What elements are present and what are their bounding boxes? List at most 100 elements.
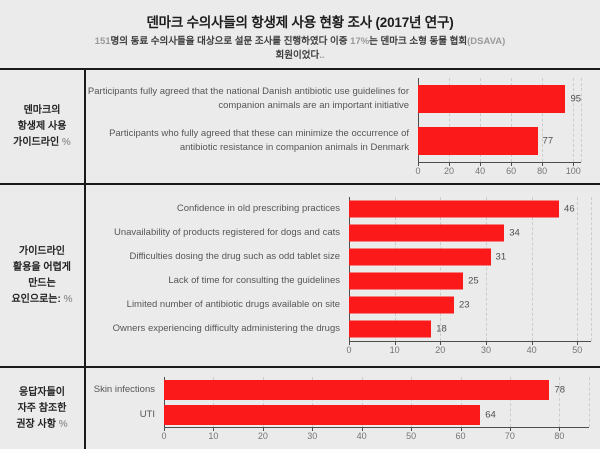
chart-row: Owners experiencing difficulty administe… <box>86 317 600 341</box>
bar-category-label: Difficulties dosing the drug such as odd… <box>129 251 340 263</box>
gridline <box>262 377 264 427</box>
axis-tick-mark <box>262 427 264 431</box>
section-side-label-line: 만드는 <box>28 277 56 289</box>
gridline <box>213 377 215 427</box>
bar-value-label: 34 <box>509 227 520 239</box>
axis-tick-mark <box>509 427 511 431</box>
axis-tick-label: 0 <box>161 431 167 441</box>
bar-category-label: Confidence in old prescribing practices <box>176 203 340 215</box>
section-side-label-line: 응답자들이 <box>19 386 65 398</box>
axis-tick-mark <box>511 162 513 166</box>
bar-category-label: Limited number of antibiotic drugs avail… <box>126 299 340 311</box>
bar-value-label: 64 <box>485 409 496 420</box>
section-side-label-line: 요인으로는: % <box>11 293 73 305</box>
gridline <box>480 78 482 162</box>
chart-row: UTI 64 <box>86 402 600 427</box>
axis-tick-mark <box>573 162 575 166</box>
axis-tick-mark <box>312 427 314 431</box>
section-side-label-line: 덴마크의 <box>23 104 61 116</box>
gridline <box>361 377 363 427</box>
gridline <box>581 78 582 162</box>
axis-tick-label: 30 <box>307 431 318 441</box>
bar-category-label: Unavailability of products registered fo… <box>113 227 340 239</box>
axis-tick-mark <box>164 427 165 431</box>
bar <box>349 272 464 290</box>
gridline <box>509 377 511 427</box>
gridline <box>312 377 314 427</box>
axis-tick-mark <box>349 341 350 345</box>
bar-chart: Participants fully agreed that the natio… <box>86 70 600 183</box>
bar-category-label: Lack of time for consulting the guidelin… <box>168 275 340 287</box>
axis-tick-label: 40 <box>475 166 486 176</box>
axis-tick-label: 30 <box>480 345 491 355</box>
bar-track: 77 <box>418 120 581 162</box>
bar <box>349 296 455 314</box>
bar <box>349 200 560 218</box>
axis-tick-mark <box>213 427 215 431</box>
axis-tick-mark <box>559 427 561 431</box>
gridline <box>577 197 579 341</box>
axis-tick-label: 40 <box>356 431 367 441</box>
axis-tick-label: 50 <box>406 431 417 441</box>
y-axis-line <box>164 377 165 427</box>
chart-row: Participants fully agreed that the natio… <box>86 78 600 120</box>
axis-tick-mark <box>460 427 462 431</box>
gridline <box>440 197 442 341</box>
gridline <box>394 197 396 341</box>
chart-row: Limited number of antibiotic drugs avail… <box>86 293 600 317</box>
chart-gridlines <box>164 377 590 427</box>
bar <box>349 248 491 266</box>
axis-tick-label: 20 <box>257 431 268 441</box>
report-title: 덴마크 수의사들의 항생제 사용 현황 조사 (2017년 연구) <box>146 15 454 30</box>
section: 덴마크의 항생제 사용 가이드라인 % Participants fully agr… <box>0 68 600 183</box>
chart-row: Skin infections 78 <box>86 377 600 402</box>
bar-track: 31 <box>349 245 591 269</box>
axis-tick-label: 0 <box>346 345 352 355</box>
axis-tick-label: 20 <box>444 166 455 176</box>
bar-chart: Confidence in old prescribing practices 4… <box>86 185 600 366</box>
chart-row: Confidence in old prescribing practices 4… <box>86 197 600 221</box>
gridline <box>573 78 575 162</box>
report-header: 덴마크 수의사들의 항생제 사용 현황 조사 (2017년 연구) 151명의 … <box>0 0 600 68</box>
gridline <box>591 197 592 341</box>
axis-tick-label: 10 <box>389 345 400 355</box>
bar-category-label: Owners experiencing difficulty administe… <box>112 323 340 335</box>
section-side-label-line: 가이드라인 <box>19 245 65 257</box>
axis-tick-mark <box>449 162 451 166</box>
chart-rows: Confidence in old prescribing practices 4… <box>86 197 600 341</box>
chart-axis: 0 20 40 60 80 100 <box>415 162 581 178</box>
report-subtitle-line1: 151명의 동료 수의사들을 대상으로 설문 조사를 진행하였다 이중 17%는… <box>94 36 506 47</box>
axis-tick-label: 60 <box>455 431 466 441</box>
bar-track: 64 <box>164 402 589 427</box>
gridline <box>449 78 451 162</box>
axis-tick-label: 0 <box>415 166 421 176</box>
bar-chart: Skin infections 78 UTI 64 0 10 20 30 40 50 60 70 80 <box>86 368 600 449</box>
axis-tick-label: 40 <box>526 345 537 355</box>
bar-value-label: 23 <box>459 299 470 311</box>
bar <box>349 320 432 338</box>
gridline <box>559 377 561 427</box>
y-axis-line <box>418 78 419 162</box>
gridline <box>531 197 533 341</box>
bar-value-label: 18 <box>436 323 447 335</box>
bar <box>164 404 481 425</box>
section-side-label-line: 활용을 어렵게 <box>13 261 71 273</box>
section-side-label-line: 자주 참조한 <box>17 402 67 414</box>
axis-tick-mark <box>485 341 487 345</box>
chart-gridlines <box>349 197 592 341</box>
bar <box>164 379 550 400</box>
bar-track: 25 <box>349 269 591 293</box>
gridline <box>460 377 462 427</box>
bar-value-label: 77 <box>542 135 554 147</box>
axis-tick-label: 80 <box>537 166 548 176</box>
chart-gridlines <box>418 78 582 162</box>
axis-tick-mark <box>440 341 442 345</box>
gridline <box>411 377 413 427</box>
chart-row: Lack of time for consulting the guidelin… <box>86 269 600 293</box>
section-side-label-line: 권장 사항 % <box>16 418 68 430</box>
report-subtitle-line2: 회원이었다.. <box>275 50 325 62</box>
